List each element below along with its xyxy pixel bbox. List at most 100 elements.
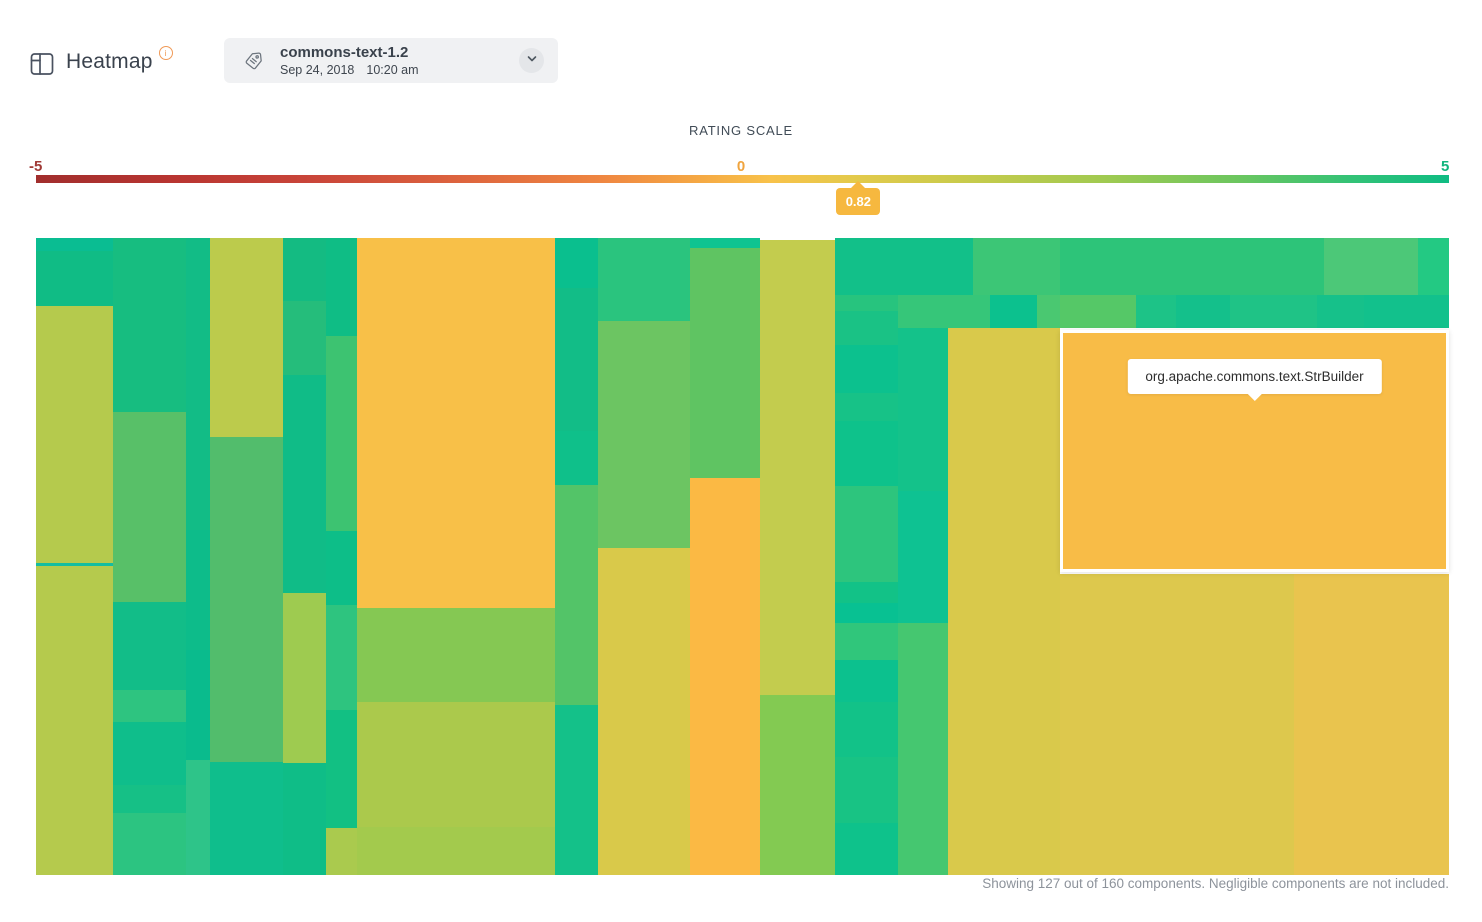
treemap-cell[interactable] <box>210 437 283 762</box>
component-tooltip-text: org.apache.commons.text.StrBuilder <box>1145 369 1364 384</box>
treemap-cell[interactable] <box>36 238 113 251</box>
treemap-cell[interactable] <box>36 566 113 875</box>
treemap-cell[interactable] <box>326 710 357 828</box>
treemap-cell[interactable] <box>690 238 760 248</box>
treemap-cell[interactable] <box>186 650 210 760</box>
components-count-note: Showing 127 out of 160 components. Negli… <box>982 876 1449 891</box>
treemap-cell[interactable] <box>760 240 835 695</box>
treemap-cell[interactable] <box>835 345 898 393</box>
treemap-cell[interactable] <box>690 248 760 478</box>
treemap-cell[interactable] <box>990 295 1037 328</box>
treemap-cell[interactable] <box>113 412 186 602</box>
treemap-cell[interactable] <box>598 321 690 548</box>
treemap-cell[interactable] <box>1060 574 1294 875</box>
heatmap-icon <box>30 52 54 81</box>
treemap-cell[interactable] <box>326 605 357 710</box>
treemap-cell[interactable] <box>555 705 598 875</box>
treemap-cell[interactable] <box>898 623 948 875</box>
treemap-cell[interactable] <box>835 823 898 875</box>
treemap-cell[interactable] <box>835 295 898 311</box>
treemap-cell[interactable] <box>835 486 898 582</box>
treemap-cell[interactable] <box>555 288 598 431</box>
treemap-cell[interactable] <box>898 295 990 328</box>
treemap-cell[interactable] <box>357 238 555 608</box>
treemap-cell[interactable] <box>835 421 898 486</box>
treemap-cell[interactable] <box>36 306 113 563</box>
scale-mid-label: 0 <box>736 158 746 175</box>
treemap-cell[interactable] <box>36 251 113 306</box>
treemap-cell[interactable] <box>283 593 326 763</box>
treemap-cell[interactable] <box>1317 295 1364 328</box>
treemap-cell[interactable] <box>835 702 898 757</box>
treemap-cell[interactable] <box>598 548 690 875</box>
rating-gradient-bar <box>36 175 1449 183</box>
treemap-cell[interactable] <box>898 491 948 623</box>
treemap-cell[interactable] <box>1136 295 1176 328</box>
treemap-cell[interactable] <box>326 238 357 336</box>
page-title: Heatmap <box>66 50 153 73</box>
treemap-cell[interactable] <box>835 582 898 603</box>
treemap-cell[interactable] <box>555 485 598 705</box>
snapshot-selector[interactable]: commons-text-1.2 Sep 24, 2018 10:20 am <box>224 38 558 83</box>
treemap-cell[interactable] <box>835 623 898 660</box>
page-header: Heatmap i <box>30 46 173 81</box>
treemap-cell[interactable] <box>113 813 186 875</box>
heatmap-treemap[interactable]: org.apache.commons.text.StrBuilder <box>36 238 1449 875</box>
treemap-cell[interactable] <box>326 531 357 605</box>
treemap-cell[interactable] <box>555 238 598 288</box>
treemap-cell[interactable] <box>283 301 326 375</box>
treemap-cell[interactable] <box>760 695 835 875</box>
treemap-cell[interactable] <box>357 608 555 702</box>
treemap-cell[interactable] <box>186 530 210 650</box>
treemap-cell[interactable] <box>948 328 1060 875</box>
treemap-cell[interactable] <box>1230 295 1317 328</box>
treemap-cell[interactable] <box>835 393 898 421</box>
treemap-cell[interactable] <box>835 660 898 702</box>
treemap-cell[interactable] <box>283 238 326 301</box>
treemap-cell[interactable] <box>1037 295 1060 328</box>
info-icon[interactable]: i <box>158 46 173 60</box>
treemap-cell-highlighted[interactable]: org.apache.commons.text.StrBuilder <box>1060 330 1449 572</box>
treemap-cell[interactable] <box>835 757 898 823</box>
treemap-cell[interactable] <box>835 603 898 623</box>
treemap-cell[interactable] <box>973 238 1060 295</box>
treemap-cell[interactable] <box>357 702 555 827</box>
treemap-cell[interactable] <box>898 328 948 491</box>
treemap-cell[interactable] <box>598 238 690 321</box>
rating-marker-value: 0.82 <box>836 188 881 215</box>
treemap-cell[interactable] <box>113 722 186 785</box>
rating-marker-arrow <box>850 181 867 189</box>
treemap-cell[interactable] <box>835 238 973 295</box>
treemap-cell[interactable] <box>357 827 555 875</box>
treemap-cell[interactable] <box>690 478 760 875</box>
treemap-cell[interactable] <box>113 690 186 722</box>
snapshot-time: 10:20 am <box>366 62 419 77</box>
treemap-cell[interactable] <box>113 602 186 690</box>
treemap-cell[interactable] <box>186 760 210 875</box>
treemap-cell[interactable] <box>326 336 357 531</box>
treemap-cell[interactable] <box>1060 295 1136 328</box>
rating-scale-title: RATING SCALE <box>689 123 793 138</box>
treemap-cell[interactable] <box>326 828 357 875</box>
chevron-down-icon <box>526 52 538 70</box>
tooltip-arrow-icon <box>1246 393 1263 401</box>
treemap-cell[interactable] <box>835 311 898 345</box>
treemap-cell[interactable] <box>36 563 113 566</box>
treemap-cell[interactable] <box>113 785 186 813</box>
treemap-cell[interactable] <box>186 238 210 530</box>
treemap-cell[interactable] <box>283 763 326 875</box>
treemap-cell[interactable] <box>1294 574 1449 875</box>
snapshot-dropdown-toggle[interactable] <box>519 48 544 73</box>
treemap-cell[interactable] <box>1176 295 1230 328</box>
treemap-cell[interactable] <box>555 431 598 485</box>
treemap-cell[interactable] <box>283 375 326 593</box>
treemap-cell[interactable] <box>210 762 283 875</box>
treemap-cell[interactable] <box>1364 295 1449 328</box>
treemap-cell[interactable] <box>113 238 186 412</box>
component-tooltip: org.apache.commons.text.StrBuilder <box>1127 359 1382 401</box>
treemap-cell[interactable] <box>210 238 283 437</box>
scale-max-label: 5 <box>1441 158 1450 175</box>
treemap-cell[interactable] <box>1418 238 1449 295</box>
treemap-cell[interactable] <box>1060 238 1324 295</box>
treemap-cell[interactable] <box>1324 238 1418 295</box>
